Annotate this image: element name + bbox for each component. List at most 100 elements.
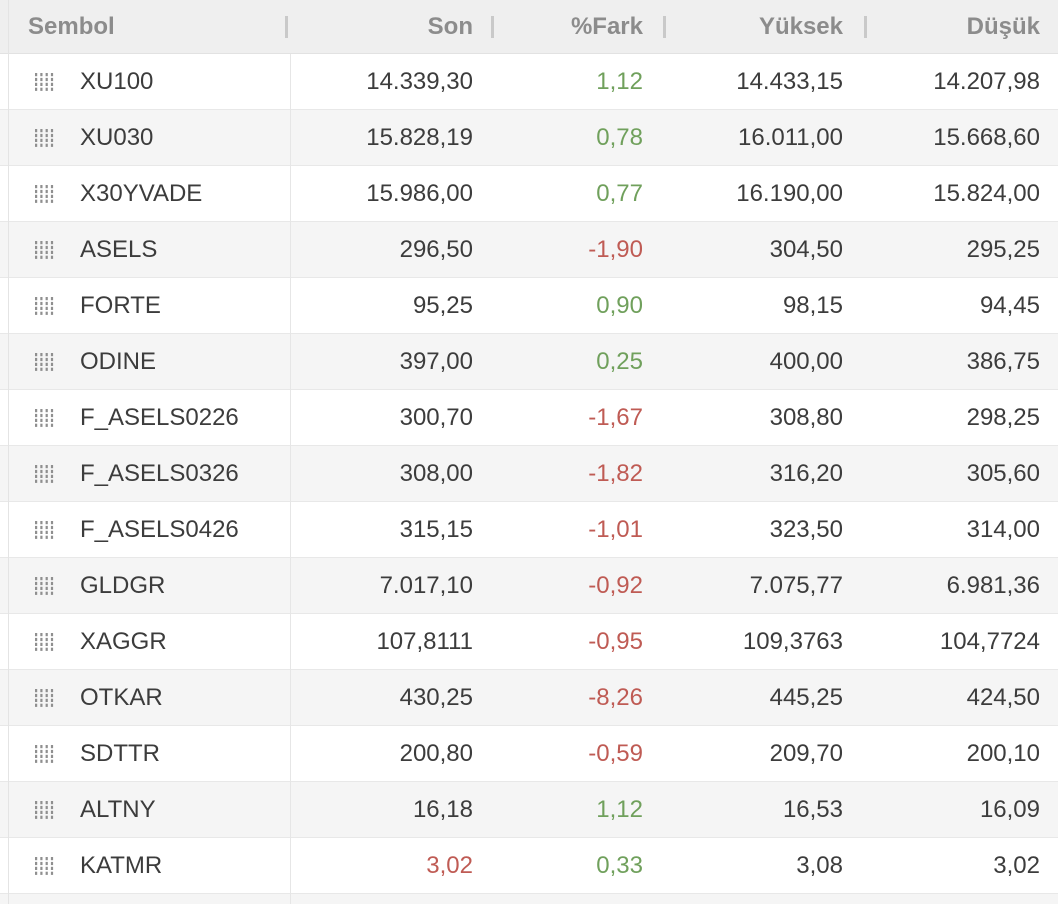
column-header-fark[interactable]: %Fark <box>570 12 643 40</box>
low-price-cell: 305,60 <box>966 459 1040 487</box>
grip-dots-icon[interactable] <box>35 632 55 651</box>
high-price-cell: 445,25 <box>769 683 843 711</box>
table-body: XU100 14.339,30 1,12 14.433,15 14.207,98… <box>0 54 1058 894</box>
symbol-cell: XU100 <box>80 67 154 95</box>
table-row[interactable]: X30YVADE 15.986,00 0,77 16.190,00 15.824… <box>0 166 1058 222</box>
symbol-cell: XAGGR <box>80 627 167 655</box>
low-price-cell: 3,02 <box>993 851 1040 879</box>
symbol-cell: SDTTR <box>80 739 160 767</box>
last-price-cell: 15.828,19 <box>366 123 473 151</box>
percent-change-cell: -1,67 <box>588 403 643 431</box>
grip-dots-icon[interactable] <box>35 128 55 147</box>
symbol-cell: F_ASELS0326 <box>80 459 239 487</box>
low-price-cell: 424,50 <box>966 683 1040 711</box>
table-row[interactable]: FORTE 95,25 0,90 98,15 94,45 <box>0 278 1058 334</box>
table-row[interactable]: F_ASELS0326 308,00 -1,82 316,20 305,60 <box>0 446 1058 502</box>
percent-change-cell: 0,90 <box>596 291 643 319</box>
low-price-cell: 200,10 <box>966 739 1040 767</box>
table-header: Sembol Son %Fark Yüksek Düşük <box>0 0 1058 54</box>
table-row[interactable]: XU030 15.828,19 0,78 16.011,00 15.668,60 <box>0 110 1058 166</box>
low-price-cell: 386,75 <box>966 347 1040 375</box>
symbol-cell: F_ASELS0226 <box>80 403 239 431</box>
column-header-dusuk[interactable]: Düşük <box>966 12 1040 40</box>
symbol-cell: ODINE <box>80 347 157 375</box>
grip-dots-icon[interactable] <box>35 464 55 483</box>
table-row[interactable]: SDTTR 200,80 -0,59 209,70 200,10 <box>0 726 1058 782</box>
last-price-cell: 315,15 <box>399 515 473 543</box>
high-price-cell: 109,3763 <box>742 627 843 655</box>
column-header-yuksek[interactable]: Yüksek <box>758 12 843 40</box>
grip-dots-icon[interactable] <box>35 184 55 203</box>
column-separator <box>663 16 666 38</box>
last-price-cell: 296,50 <box>399 235 473 263</box>
symbol-cell: X30YVADE <box>80 179 203 207</box>
symbol-cell: FORTE <box>80 291 161 319</box>
low-price-cell: 14.207,98 <box>933 67 1040 95</box>
percent-change-cell: 0,33 <box>596 851 643 879</box>
high-price-cell: 209,70 <box>769 739 843 767</box>
symbol-cell: KATMR <box>80 851 163 879</box>
high-price-cell: 98,15 <box>782 291 843 319</box>
last-price-cell: 430,25 <box>399 683 473 711</box>
column-header-son[interactable]: Son <box>427 12 473 40</box>
percent-change-cell: 0,78 <box>596 123 643 151</box>
low-price-cell: 104,7724 <box>939 627 1040 655</box>
grip-dots-icon[interactable] <box>35 72 55 91</box>
grip-dots-icon[interactable] <box>35 240 55 259</box>
grip-dots-icon[interactable] <box>35 408 55 427</box>
table-row[interactable]: KATMR 3,02 0,33 3,08 3,02 <box>0 838 1058 894</box>
table-row[interactable]: F_ASELS0426 315,15 -1,01 323,50 314,00 <box>0 502 1058 558</box>
table-row[interactable]: OTKAR 430,25 -8,26 445,25 424,50 <box>0 670 1058 726</box>
partial-next-row <box>0 894 1058 904</box>
low-price-cell: 298,25 <box>966 403 1040 431</box>
low-price-cell: 6.981,36 <box>946 571 1040 599</box>
percent-change-cell: 1,12 <box>596 795 643 823</box>
grip-dots-icon[interactable] <box>35 744 55 763</box>
last-price-cell: 95,25 <box>412 291 473 319</box>
high-price-cell: 7.075,77 <box>749 571 843 599</box>
table-row[interactable]: ALTNY 16,18 1,12 16,53 16,09 <box>0 782 1058 838</box>
table-row[interactable]: F_ASELS0226 300,70 -1,67 308,80 298,25 <box>0 390 1058 446</box>
low-price-cell: 94,45 <box>979 291 1040 319</box>
grip-dots-icon[interactable] <box>35 856 55 875</box>
grip-dots-icon[interactable] <box>35 296 55 315</box>
percent-change-cell: 0,25 <box>596 347 643 375</box>
percent-change-cell: -1,90 <box>588 235 643 263</box>
last-price-cell: 16,18 <box>412 795 473 823</box>
low-price-cell: 295,25 <box>966 235 1040 263</box>
last-price-cell: 200,80 <box>399 739 473 767</box>
table-row[interactable]: ODINE 397,00 0,25 400,00 386,75 <box>0 334 1058 390</box>
symbol-column-divider <box>290 54 291 904</box>
table-row[interactable]: ASELS 296,50 -1,90 304,50 295,25 <box>0 222 1058 278</box>
high-price-cell: 400,00 <box>769 347 843 375</box>
grip-dots-icon[interactable] <box>35 800 55 819</box>
low-price-cell: 15.824,00 <box>933 179 1040 207</box>
grip-dots-icon[interactable] <box>35 688 55 707</box>
grip-dots-icon[interactable] <box>35 520 55 539</box>
high-price-cell: 3,08 <box>796 851 843 879</box>
symbol-cell: XU030 <box>80 123 154 151</box>
last-price-cell: 15.986,00 <box>366 179 473 207</box>
symbol-cell: F_ASELS0426 <box>80 515 239 543</box>
low-price-cell: 16,09 <box>979 795 1040 823</box>
high-price-cell: 16.011,00 <box>738 123 843 151</box>
table-row[interactable]: GLDGR 7.017,10 -0,92 7.075,77 6.981,36 <box>0 558 1058 614</box>
table-row[interactable]: XU100 14.339,30 1,12 14.433,15 14.207,98 <box>0 54 1058 110</box>
symbol-cell: ASELS <box>80 235 158 263</box>
high-price-cell: 316,20 <box>769 459 843 487</box>
low-price-cell: 15.668,60 <box>933 123 1040 151</box>
symbol-cell: GLDGR <box>80 571 166 599</box>
symbol-cell: ALTNY <box>80 795 156 823</box>
percent-change-cell: 0,77 <box>596 179 643 207</box>
percent-change-cell: 1,12 <box>596 67 643 95</box>
high-price-cell: 323,50 <box>769 515 843 543</box>
grip-dots-icon[interactable] <box>35 576 55 595</box>
column-header-sembol[interactable]: Sembol <box>28 12 115 40</box>
grip-dots-icon[interactable] <box>35 352 55 371</box>
high-price-cell: 16,53 <box>782 795 843 823</box>
symbol-cell: OTKAR <box>80 683 163 711</box>
column-separator <box>285 16 288 38</box>
high-price-cell: 16.190,00 <box>736 179 843 207</box>
table-row[interactable]: XAGGR 107,8111 -0,95 109,3763 104,7724 <box>0 614 1058 670</box>
